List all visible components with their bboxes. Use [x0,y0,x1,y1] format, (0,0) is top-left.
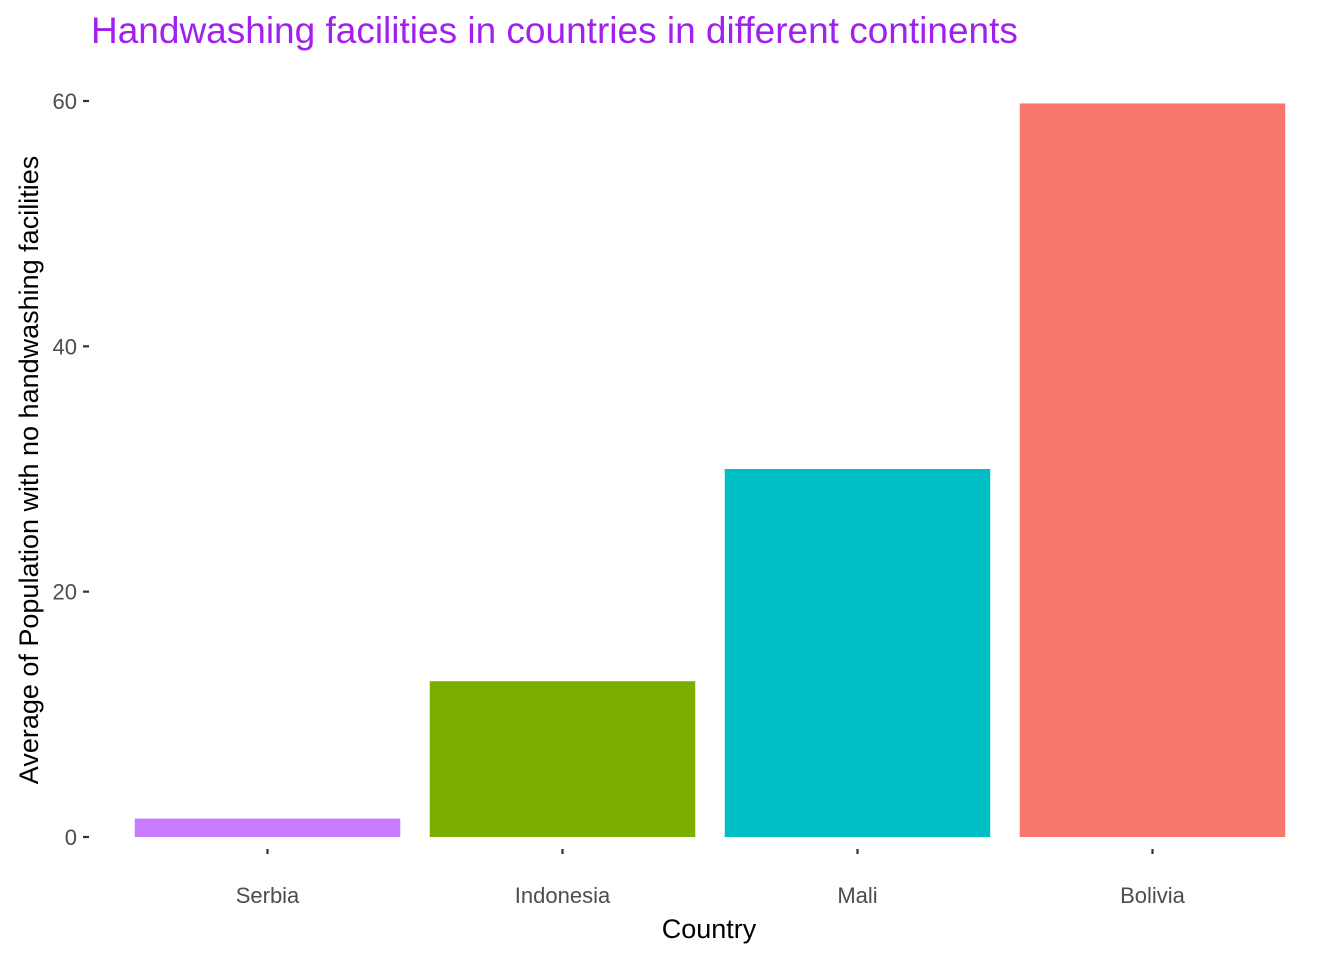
y-axis-title: Average of Population with no handwashin… [14,156,44,784]
x-tick-label: Indonesia [515,883,611,908]
bars-layer [134,103,1286,837]
y-tick-label: 40 [53,334,77,359]
x-tick-label: Mali [837,883,877,908]
chart-title: Handwashing facilities in countries in d… [91,10,1018,51]
x-tick-label: Bolivia [1120,883,1186,908]
x-axis-title: Country [662,914,757,944]
x-axis: Serbia Indonesia Mali Bolivia [236,849,1186,908]
y-tick-label: 20 [53,580,77,605]
bar-mali [724,469,991,837]
bar-serbia [134,818,401,837]
bar-bolivia [1019,103,1286,837]
x-tick-label: Serbia [236,883,300,908]
bar-indonesia [429,681,696,837]
y-tick-label: 0 [65,825,77,850]
y-axis: 0 20 40 60 [53,89,89,850]
y-tick-label: 60 [53,89,77,114]
